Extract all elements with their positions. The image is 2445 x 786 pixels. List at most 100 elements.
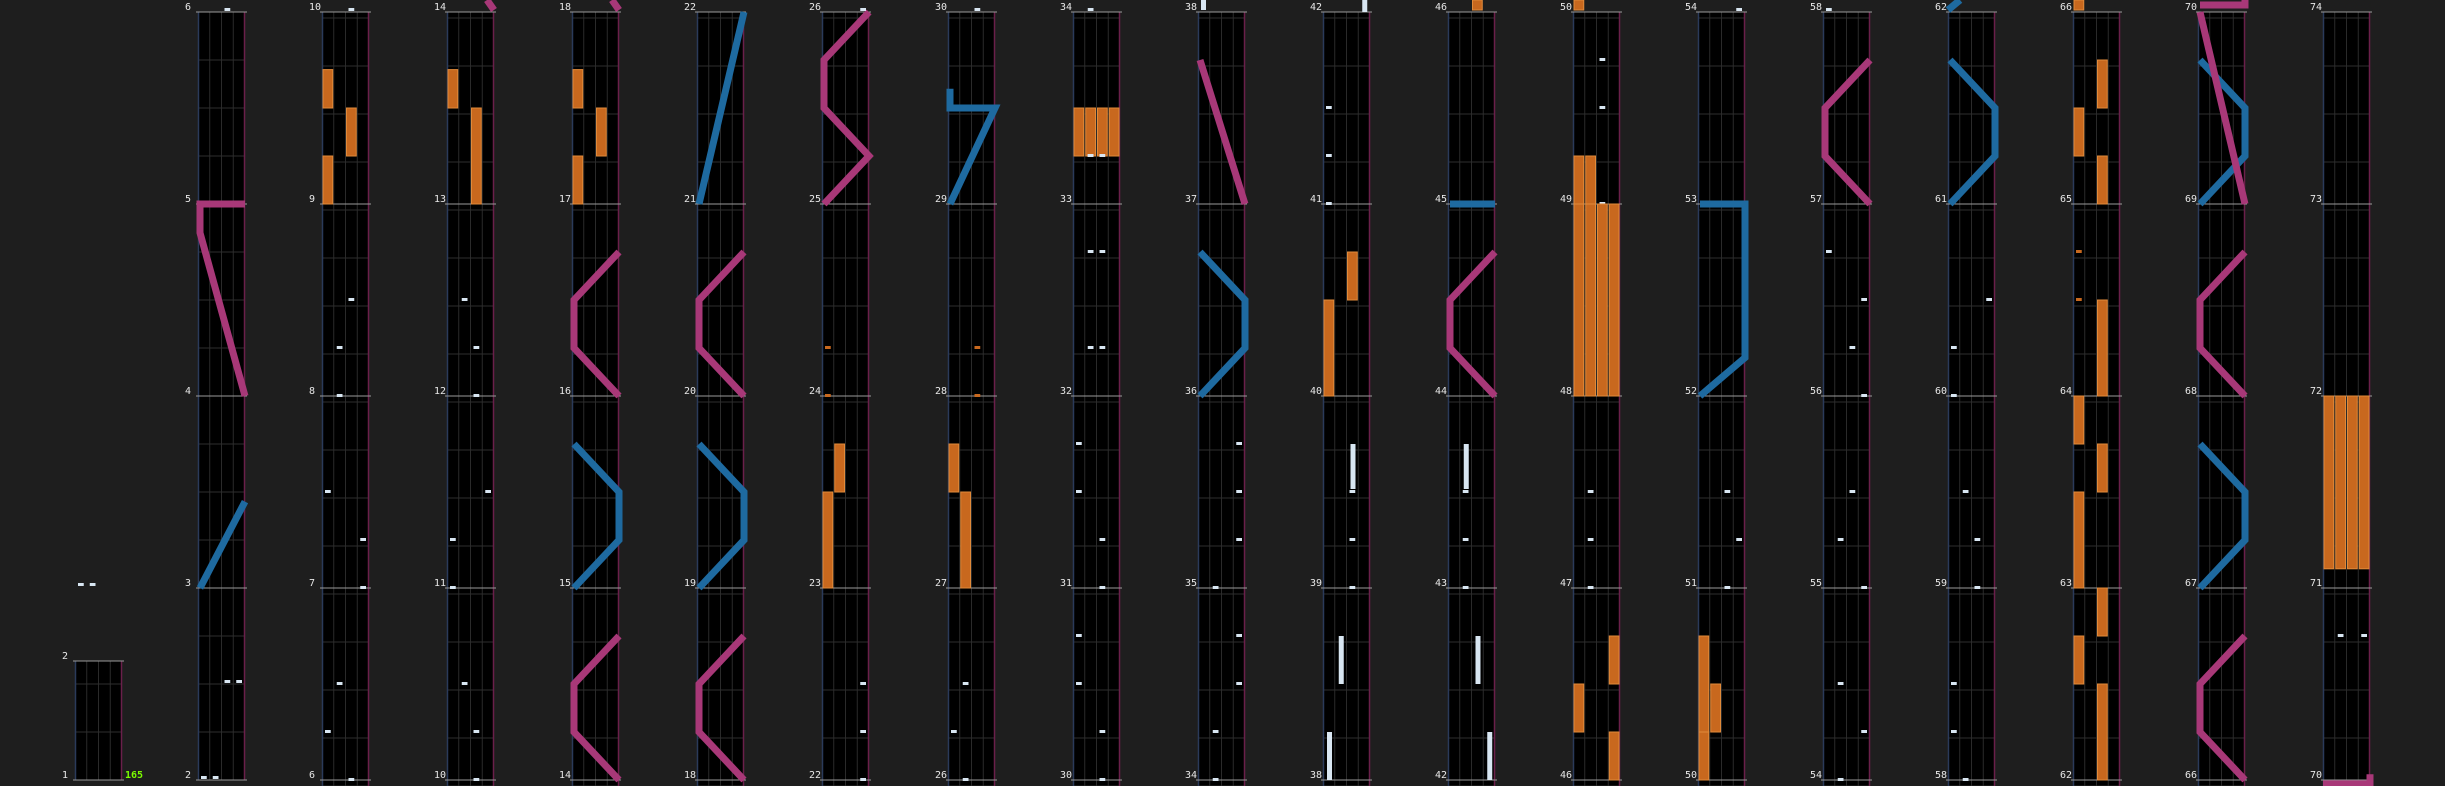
bar-number: 42 <box>1435 770 1448 781</box>
bar-number: 57 <box>1810 194 1823 205</box>
tap-note <box>974 8 981 11</box>
slide-note <box>695 249 747 399</box>
tap-note <box>1099 346 1106 349</box>
hold-note <box>1073 107 1085 157</box>
tap-note <box>1326 154 1332 157</box>
bar-number: 38 <box>1310 770 1323 781</box>
bar-number: 74 <box>2310 2 2323 13</box>
slide-note <box>820 9 874 207</box>
hold-tap-note <box>1475 636 1481 684</box>
hold-note <box>1472 0 1483 11</box>
tap-note <box>1362 0 1368 12</box>
hold-note <box>948 443 960 493</box>
bar-number: 6 <box>309 770 316 781</box>
tap-note <box>825 394 831 397</box>
hold-note <box>2097 587 2108 637</box>
bar-number: 22 <box>809 770 822 781</box>
bar-number: 32 <box>1060 386 1073 397</box>
bar-number: 54 <box>1685 2 1698 13</box>
bar-number: 45 <box>1435 194 1448 205</box>
bar-number: 19 <box>684 578 697 589</box>
bar-number: 46 <box>1560 770 1573 781</box>
slide-note <box>484 0 497 13</box>
tap-note <box>1076 682 1082 685</box>
bar-number: 26 <box>935 770 948 781</box>
hold-note <box>2097 443 2108 493</box>
bar-number: 20 <box>684 386 697 397</box>
tap-note <box>1724 490 1731 493</box>
tap-note <box>1462 538 1469 541</box>
slide-note <box>1196 58 1249 206</box>
bar-number: 66 <box>2060 2 2073 13</box>
tap-note <box>473 346 480 349</box>
hold-note <box>447 69 459 109</box>
tap-note <box>2361 634 2367 637</box>
slide-note <box>196 200 249 397</box>
tap-note <box>236 680 242 683</box>
tap-note <box>473 778 480 781</box>
hold-tap-note <box>1327 732 1332 780</box>
bar-number: 60 <box>1935 386 1948 397</box>
bar-number: 18 <box>684 770 697 781</box>
slide-note <box>609 0 622 13</box>
hold-note <box>572 69 584 109</box>
bar-number: 13 <box>434 194 447 205</box>
hold-note <box>1698 731 1710 781</box>
bar-number: 30 <box>1060 770 1073 781</box>
bar-number: 16 <box>559 386 572 397</box>
tap-note <box>1951 730 1957 733</box>
tap-note <box>962 682 969 685</box>
hold-note <box>322 69 334 109</box>
slide-note <box>2196 633 2248 783</box>
tap-note <box>336 346 343 349</box>
tap-note <box>224 680 231 683</box>
hold-note <box>1347 251 1358 301</box>
tap-note <box>1087 250 1094 253</box>
tap-note <box>1236 442 1242 445</box>
tap-note <box>974 346 981 349</box>
hold-note <box>1608 635 1620 685</box>
hold-note <box>1323 299 1335 397</box>
bar-number: 70 <box>2185 2 2198 13</box>
tap-note <box>1236 682 1242 685</box>
bar-number: 51 <box>1685 578 1698 589</box>
tap-note <box>212 776 219 779</box>
hold-note <box>2073 395 2085 445</box>
bar-number: 55 <box>1810 578 1823 589</box>
hold-note <box>2073 0 2085 11</box>
tap-note <box>1099 586 1106 589</box>
tap-note <box>450 586 456 589</box>
tap-note <box>1099 778 1106 781</box>
tap-note <box>1826 8 1832 11</box>
tap-note <box>1099 154 1106 157</box>
tap-note <box>348 778 355 781</box>
bar-number: 49 <box>1560 194 1573 205</box>
hold-note <box>1597 203 1608 397</box>
tap-note <box>461 298 468 301</box>
bar-number: 27 <box>935 578 948 589</box>
slide-note <box>1945 0 1963 13</box>
tap-note <box>1962 778 1969 781</box>
hold-note <box>1573 0 1585 11</box>
slide-note <box>695 11 748 205</box>
hold-note <box>1573 155 1585 205</box>
bar-number: 28 <box>935 386 948 397</box>
hold-note <box>1573 683 1585 733</box>
bar-number: 59 <box>1935 578 1948 589</box>
hold-note <box>2097 299 2108 397</box>
tap-note <box>1462 586 1469 589</box>
tap-note <box>1826 250 1832 253</box>
tap-note <box>1724 586 1731 589</box>
tap-note <box>1099 538 1106 541</box>
hold-note <box>1698 635 1710 733</box>
tap-note <box>360 586 366 589</box>
bar-number: 54 <box>1810 770 1823 781</box>
bar-number: 15 <box>559 578 572 589</box>
hold-note <box>1097 107 1108 157</box>
slide-note <box>1947 57 1999 207</box>
tap-note <box>1837 778 1844 781</box>
tap-note <box>1736 8 1742 11</box>
tap-note <box>1099 730 1106 733</box>
tap-note <box>1587 538 1594 541</box>
hold-note <box>1585 155 1596 205</box>
